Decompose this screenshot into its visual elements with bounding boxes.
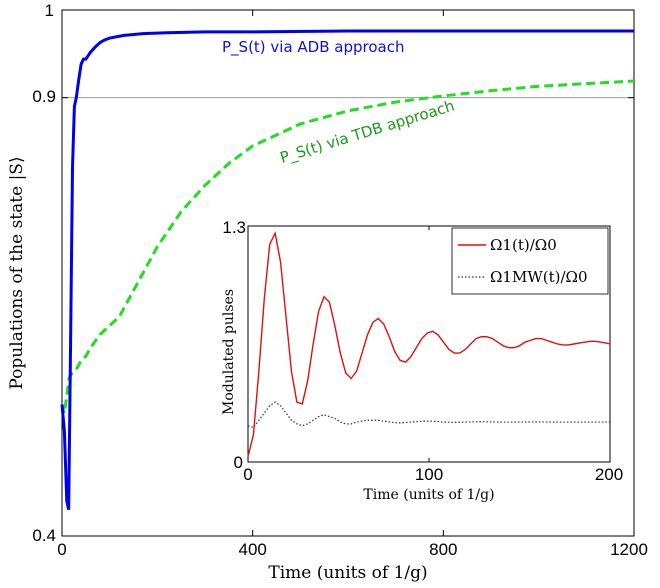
- main-x-tick-label-1200: 1200: [610, 540, 648, 559]
- main-plot-frame: [61, 9, 635, 537]
- main-x-axis-title: Time (units of 1/g): [268, 563, 427, 583]
- main-x-tick-label-400: 400: [239, 540, 267, 559]
- main-y-tick-label-0.4: 0.4: [32, 526, 56, 545]
- inset-x-ticks: [247, 226, 611, 462]
- inset-y-ticks: [248, 225, 610, 463]
- inset-legend-box: [451, 227, 609, 295]
- main-y-axis-title: Populations of the state |S⟩: [7, 156, 27, 389]
- omega-mw-series-line: [247, 401, 610, 429]
- legend-omega1-label: Ω1(t)/Ω0: [490, 236, 557, 254]
- omega1-series-line: [247, 231, 611, 457]
- main-y-tick-label-1: 1: [45, 1, 54, 20]
- inset-plot: 0 100 200 0 1.3 Time (units of 1/g) Modu…: [221, 218, 623, 503]
- adb-series-line: [60, 29, 634, 511]
- inset-x-tick-label-200: 200: [595, 465, 623, 484]
- main-y-tick-label-0.9: 0.9: [32, 87, 56, 106]
- inset-legend: Ω1(t)/Ω0 Ω1MW(t)/Ω0: [451, 227, 609, 295]
- main-x-tick-label-0: 0: [57, 540, 66, 559]
- main-x-tick-label-800: 800: [429, 540, 457, 559]
- adb-annotation: P_S(t) via ADB approach: [222, 38, 405, 57]
- inset-x-axis-title: Time (units of 1/g): [363, 487, 494, 503]
- main-y-ticks: [62, 9, 634, 537]
- inset-x-tick-label-100: 100: [415, 465, 443, 484]
- inset-y-tick-label-1.3: 1.3: [222, 218, 246, 237]
- legend-omega-mw-label: Ω1MW(t)/Ω0: [490, 268, 588, 286]
- inset-y-axis-title: Modulated pulses: [221, 289, 237, 415]
- inset-x-tick-label-0: 0: [243, 465, 252, 484]
- main-x-ticks: [61, 10, 635, 536]
- inset-y-tick-label-0: 0: [234, 453, 243, 472]
- tdb-series-line: [60, 79, 635, 414]
